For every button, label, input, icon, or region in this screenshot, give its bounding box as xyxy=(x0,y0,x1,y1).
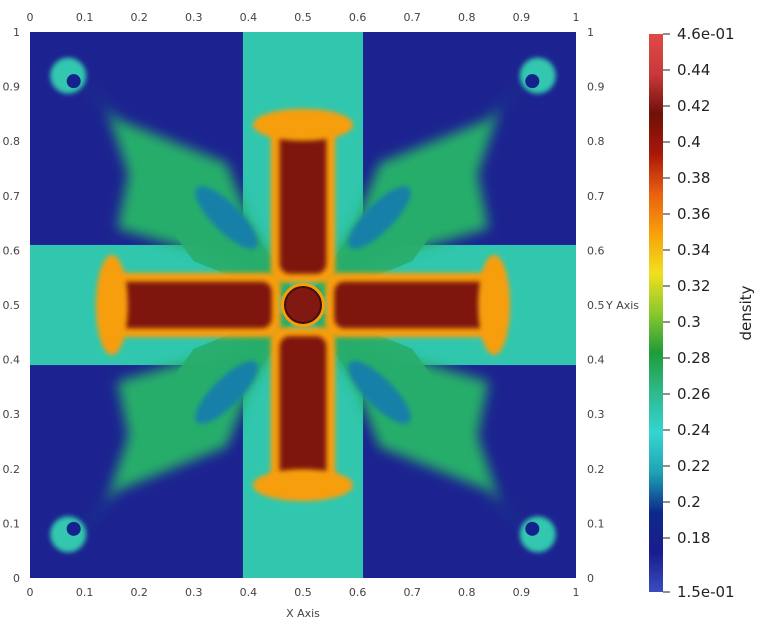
x-tick-label-top: 1 xyxy=(573,11,580,24)
x-tick-label-bottom: 0.1 xyxy=(76,586,94,599)
x-tick-label-bottom: 0.5 xyxy=(294,586,312,599)
x-tick-label-bottom: 0.9 xyxy=(513,586,531,599)
colorbar-tick-label: 0.22 xyxy=(677,457,710,475)
x-tick-label-top: 0.1 xyxy=(76,11,94,24)
cross-arm-tip xyxy=(478,255,511,355)
cross-arm-tip xyxy=(253,469,353,502)
blue-cavity xyxy=(195,361,258,424)
x-tick-label-bottom: 0.7 xyxy=(403,586,421,599)
x-tick-label-top: 0.3 xyxy=(185,11,203,24)
y-tick-label-left: 1 xyxy=(13,26,20,39)
x-tick-label-top: 0.8 xyxy=(458,11,476,24)
corner-swirl-core xyxy=(66,74,81,89)
y-axis-ticks-right: 0 0.1 0.2 0.3 0.4 0.5 0.6 0.7 0.8 0.9 1 xyxy=(587,26,605,585)
colorbar-gradient xyxy=(649,34,663,592)
x-tick-label-bottom: 0.8 xyxy=(458,586,476,599)
x-axis-ticks-bottom: 0 0.1 0.2 0.3 0.4 0.5 0.6 0.7 0.8 0.9 1 xyxy=(27,586,580,599)
x-tick-label-top: 0.4 xyxy=(240,11,258,24)
colorbar-min-label: 1.5e-01 xyxy=(677,583,735,601)
blue-cavity xyxy=(348,361,411,424)
colorbar-tick-label: 0.28 xyxy=(677,349,710,367)
y-tick-label-left: 0.8 xyxy=(3,135,21,148)
y-tick-label-left: 0 xyxy=(13,572,20,585)
x-axis-label: X Axis xyxy=(286,607,320,620)
colorbar-tick-label: 0.18 xyxy=(677,529,710,547)
cross-arm-tip xyxy=(253,108,353,141)
y-tick-label-left: 0.7 xyxy=(3,190,21,203)
x-tick-label-bottom: 0 xyxy=(27,586,34,599)
x-tick-label-bottom: 0.6 xyxy=(349,586,367,599)
y-tick-label-right: 0.2 xyxy=(587,463,605,476)
cross-arm xyxy=(279,128,327,274)
corner-swirl xyxy=(50,516,87,553)
colorbar-max-label: 4.6e-01 xyxy=(677,25,735,43)
corner-swirl xyxy=(519,57,556,94)
colorbar: 0.18 0.2 0.22 0.24 0.26 0.28 0.3 0.32 0.34 0.36 0.… xyxy=(649,25,755,601)
x-tick-label-top: 0.5 xyxy=(294,11,312,24)
y-tick-label-left: 0.1 xyxy=(3,517,21,530)
corner-swirl-core xyxy=(525,74,540,89)
colorbar-tick-label: 0.32 xyxy=(677,277,710,295)
y-axis-label: Y Axis xyxy=(605,299,639,312)
colorbar-tick-label: 0.34 xyxy=(677,241,710,259)
y-tick-label-left: 0.2 xyxy=(3,463,21,476)
y-tick-label-left: 0.9 xyxy=(3,81,21,94)
center-ring xyxy=(284,286,322,324)
colorbar-tick-label: 0.38 xyxy=(677,169,710,187)
x-tick-label-bottom: 0.3 xyxy=(185,586,203,599)
cross-arm-tip xyxy=(95,255,128,355)
x-tick-label-bottom: 1 xyxy=(573,586,580,599)
x-tick-label-bottom: 0.2 xyxy=(130,586,148,599)
x-tick-label-top: 0.9 xyxy=(513,11,531,24)
y-tick-label-right: 0.3 xyxy=(587,408,605,421)
colorbar-tick-label: 0.2 xyxy=(677,493,701,511)
cross-arm xyxy=(115,281,272,329)
y-tick-label-right: 0 xyxy=(587,572,594,585)
colorbar-tick-label: 0.3 xyxy=(677,313,701,331)
blue-cavity xyxy=(348,186,411,249)
colorbar-tick-label: 0.26 xyxy=(677,385,710,403)
corner-swirl-core xyxy=(525,521,540,536)
corner-swirl xyxy=(50,57,87,94)
density-field xyxy=(30,32,576,578)
colorbar-tick-label: 0.4 xyxy=(677,133,701,151)
x-tick-label-bottom: 0.4 xyxy=(240,586,258,599)
colorbar-ticks: 0.18 0.2 0.22 0.24 0.26 0.28 0.3 0.32 0.34 0.36 0.… xyxy=(663,61,710,547)
cross-arm xyxy=(334,281,491,329)
corner-swirl xyxy=(519,516,556,553)
x-tick-label-top: 0.7 xyxy=(403,11,421,24)
colorbar-tick-label: 0.24 xyxy=(677,421,710,439)
x-axis-ticks-top: 0 0.1 0.2 0.3 0.4 0.5 0.6 0.7 0.8 0.9 1 xyxy=(27,11,580,24)
colorbar-tick-label: 0.36 xyxy=(677,205,710,223)
y-tick-label-right: 1 xyxy=(587,26,594,39)
cross-arm xyxy=(279,336,327,482)
y-axis-ticks-left: 0 0.1 0.2 0.3 0.4 0.5 0.6 0.7 0.8 0.9 1 xyxy=(3,26,21,585)
corner-swirl-core xyxy=(66,521,81,536)
colorbar-title: density xyxy=(737,285,755,340)
y-tick-label-right: 0.4 xyxy=(587,354,605,367)
colorbar-tick-label: 0.42 xyxy=(677,97,710,115)
blue-cavity xyxy=(195,186,258,249)
y-tick-label-right: 0.6 xyxy=(587,244,605,257)
y-tick-label-right: 0.8 xyxy=(587,135,605,148)
x-tick-label-top: 0 xyxy=(27,11,34,24)
y-tick-label-right: 0.5 xyxy=(587,299,605,312)
colorbar-tick-label: 0.44 xyxy=(677,61,710,79)
x-tick-label-top: 0.6 xyxy=(349,11,367,24)
y-tick-label-right: 0.7 xyxy=(587,190,605,203)
y-tick-label-left: 0.3 xyxy=(3,408,21,421)
y-tick-label-right: 0.9 xyxy=(587,81,605,94)
y-tick-label-left: 0.4 xyxy=(3,354,21,367)
y-tick-label-left: 0.6 xyxy=(3,244,21,257)
x-tick-label-top: 0.2 xyxy=(130,11,148,24)
y-tick-label-right: 0.1 xyxy=(587,517,605,530)
y-tick-label-left: 0.5 xyxy=(3,299,21,312)
